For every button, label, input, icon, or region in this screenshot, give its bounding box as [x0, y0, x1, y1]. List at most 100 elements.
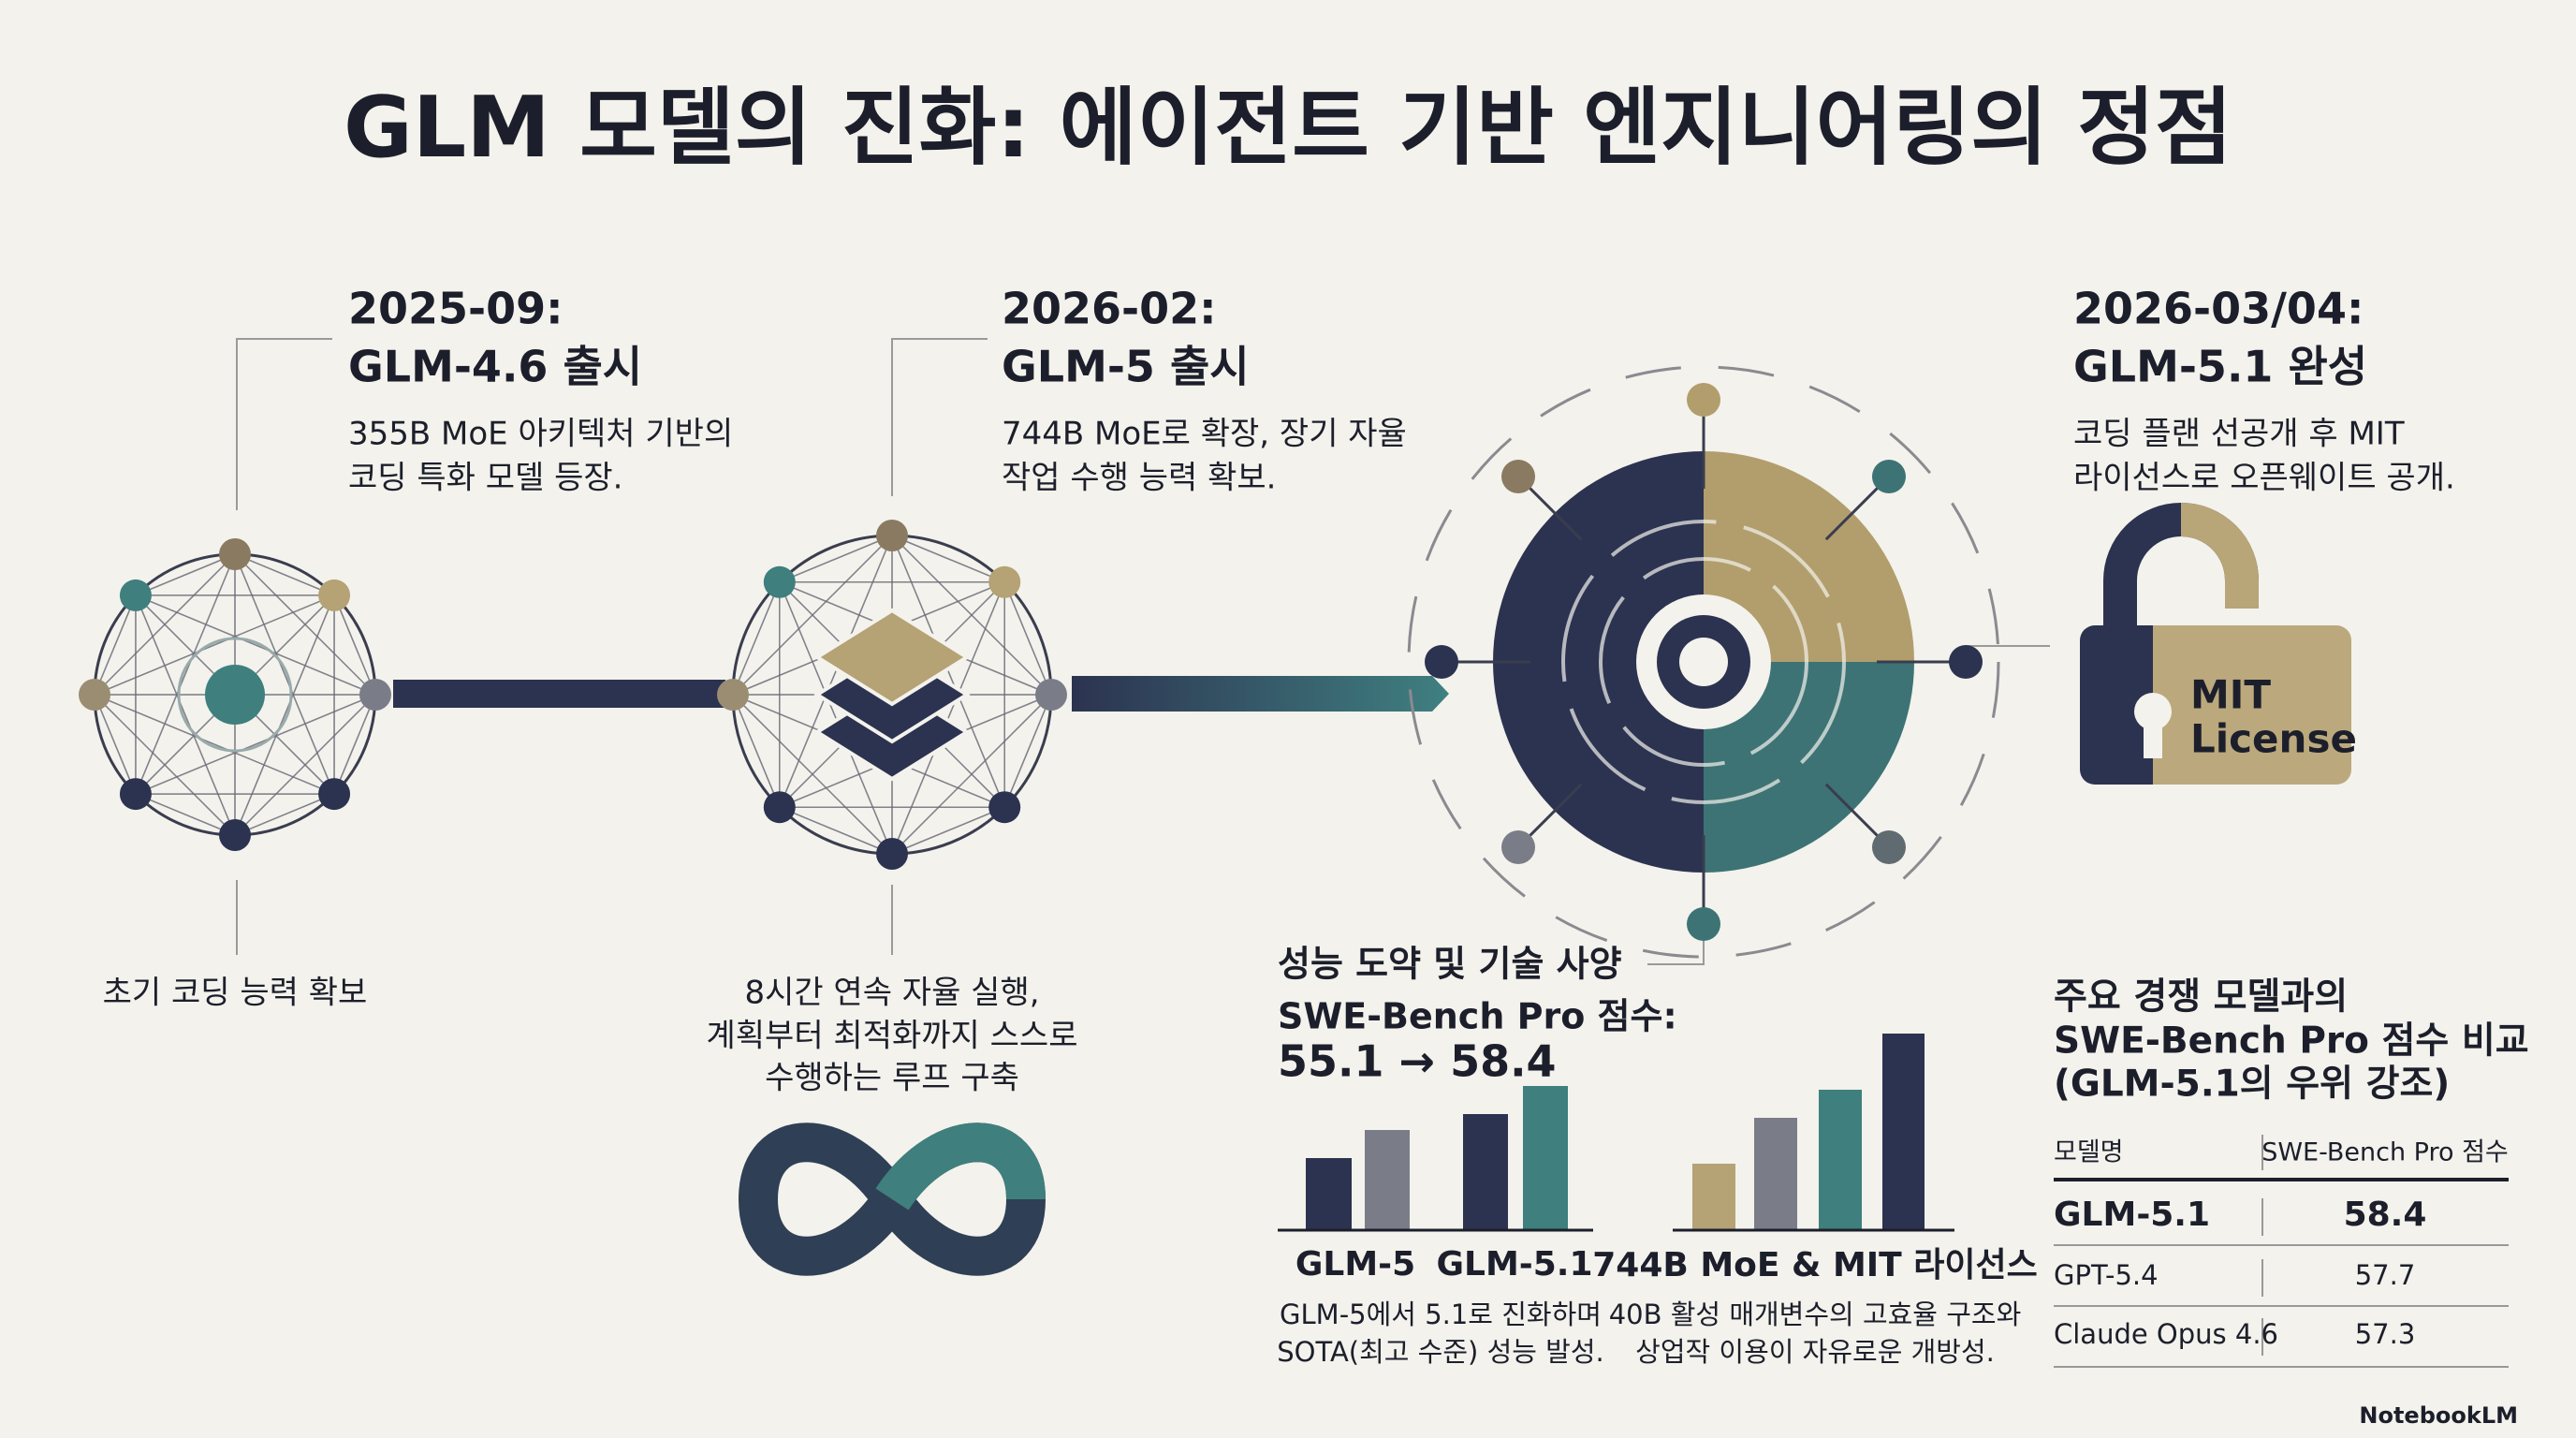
name: GLM-5.1 완성 — [2073, 342, 2367, 392]
chart-label: GLM-5 — [1295, 1245, 1415, 1284]
leader-lines — [236, 338, 2050, 965]
icon-part — [1871, 460, 1906, 494]
icon-part — [219, 538, 251, 570]
date: 2025-09: — [348, 284, 564, 334]
lock-icon: MIT License — [2080, 503, 2357, 785]
icon-part — [891, 806, 1005, 855]
icon-part — [119, 579, 152, 611]
icon-part — [135, 553, 236, 795]
chart-caption: GLM-5에서 5.1로 진화하며 — [1280, 1299, 1602, 1330]
icon-part — [234, 793, 335, 836]
icon-part — [318, 778, 351, 811]
table-cell: Claude Opus 4.6 — [2054, 1318, 2278, 1350]
chart-caption: 40B 활성 매개변수의 고효율 구조와 — [1609, 1299, 2022, 1330]
score-change: 55.1 → 58.4 — [1278, 1036, 1557, 1087]
chart-label: GLM-5.1 — [1436, 1245, 1592, 1284]
description: 코딩 특화 모델 등장. — [348, 460, 622, 497]
icon-part — [219, 819, 251, 851]
milestone-2: 2026-02: GLM-5 출시 744B MoE로 확장, 장기 자율 작업… — [707, 284, 1407, 1097]
icon-part — [1561, 520, 1846, 804]
icon-part — [135, 793, 236, 836]
icon-part — [717, 679, 749, 711]
icon-part — [234, 553, 335, 795]
table-cell: GLM-5.1 — [2054, 1196, 2210, 1234]
table-cell: 57.3 — [2355, 1318, 2416, 1350]
description: 라이선스로 오픈웨이트 공개. — [2073, 460, 2455, 497]
icon-part — [119, 778, 152, 811]
icon-part — [1425, 645, 1458, 679]
icon-part — [891, 535, 1005, 808]
icon-part — [891, 535, 1005, 583]
icon-part — [79, 679, 110, 711]
icon-part — [988, 565, 1021, 598]
icon-part — [94, 594, 137, 696]
mini-chart — [1278, 1086, 1593, 1232]
description: 744B MoE로 확장, 장기 자율 — [1002, 416, 1407, 453]
performance: 성능 도약 및 기술 사양 SWE-Bench Pro 점수: 55.1 → 5… — [1277, 944, 2038, 1369]
comparison-title: SWE-Bench Pro 점수 비교 — [2054, 1020, 2529, 1063]
milestone-1: 2025-09: GLM-4.6 출시 355B MoE 아키텍처 기반의 코딩… — [103, 284, 734, 1012]
table-cell: GPT-5.4 — [2054, 1259, 2159, 1291]
icon-part — [732, 581, 781, 696]
icon-part — [1003, 581, 1052, 696]
license-label: License — [2190, 716, 2357, 762]
description: 355B MoE 아키텍처 기반의 — [348, 416, 733, 453]
license-label: MIT — [2190, 672, 2271, 718]
icon-part — [135, 694, 376, 795]
icon-part — [333, 694, 376, 795]
icon-part — [779, 581, 893, 855]
icon-part — [135, 553, 236, 596]
heading: 성능 도약 및 기술 사양 — [1278, 944, 1622, 985]
icon-part — [779, 535, 893, 583]
icon-part — [318, 579, 351, 611]
icon-part — [1501, 829, 1536, 864]
icon-part — [1949, 645, 1983, 679]
icon-part — [1687, 907, 1720, 941]
icon-part — [1871, 829, 1906, 864]
mini-chart — [1673, 1034, 1954, 1232]
comparison-title: (GLM-5.1의 우위 강조) — [2054, 1064, 2450, 1106]
icon-part — [813, 608, 971, 707]
caption: 수행하는 루프 구축 — [765, 1060, 1019, 1097]
icon-part — [1679, 638, 1728, 686]
icon-part — [135, 594, 236, 836]
milestone-3: 2026-03/04: GLM-5.1 완성 코딩 플랜 선공개 후 MIT 라… — [2073, 284, 2455, 497]
icon-part — [205, 665, 265, 725]
icon-part — [891, 581, 1005, 855]
table-cell: 58.4 — [2344, 1196, 2427, 1234]
icon-part — [875, 1123, 1046, 1211]
icon-part — [988, 791, 1021, 824]
icon-part — [94, 594, 335, 696]
icon-part — [732, 694, 893, 855]
name: GLM-5 출시 — [1002, 342, 1250, 392]
footer: NotebookLM — [2359, 1402, 2518, 1429]
icon-part — [1035, 679, 1067, 711]
date: 2026-03/04: — [2073, 284, 2364, 334]
description: 작업 수행 능력 확보. — [1002, 460, 1276, 497]
chart-label: 744B MoE & MIT 라이선스 — [1592, 1246, 2038, 1284]
icon-part — [732, 694, 781, 808]
icon-part — [1407, 365, 2000, 959]
icon-part — [1687, 383, 1720, 417]
caption: 8시간 연속 자율 실행, — [744, 975, 1039, 1012]
table-header: SWE-Bench Pro 점수 — [2261, 1138, 2509, 1167]
icon-part — [177, 637, 293, 753]
icon-part — [1599, 557, 1808, 767]
title: GLM 모델의 진화: 에이전트 기반 엔지니어링의 정점 — [344, 79, 2232, 177]
icon-part — [94, 694, 137, 795]
icon-part — [1003, 694, 1052, 808]
chart-caption: SOTA(최고 수준) 성능 발성. — [1277, 1336, 1603, 1368]
metric: SWE-Bench Pro 점수: — [1278, 996, 1677, 1037]
table-cell: 57.7 — [2355, 1259, 2416, 1291]
chart-caption: 상업작 이용이 자유로운 개방성. — [1635, 1336, 1995, 1368]
icon-part — [1704, 662, 1914, 873]
caption: 계획부터 최적화까지 스스로 — [707, 1018, 1078, 1055]
icon-part — [234, 594, 335, 836]
icon-part — [94, 694, 236, 836]
icon-part — [135, 594, 376, 696]
icon-part — [876, 838, 908, 870]
connector-arrow — [1072, 676, 1449, 712]
icon-part — [779, 535, 893, 808]
icon-part — [779, 806, 893, 855]
comparison-title: 주요 경쟁 모델과의 — [2054, 976, 2348, 1019]
